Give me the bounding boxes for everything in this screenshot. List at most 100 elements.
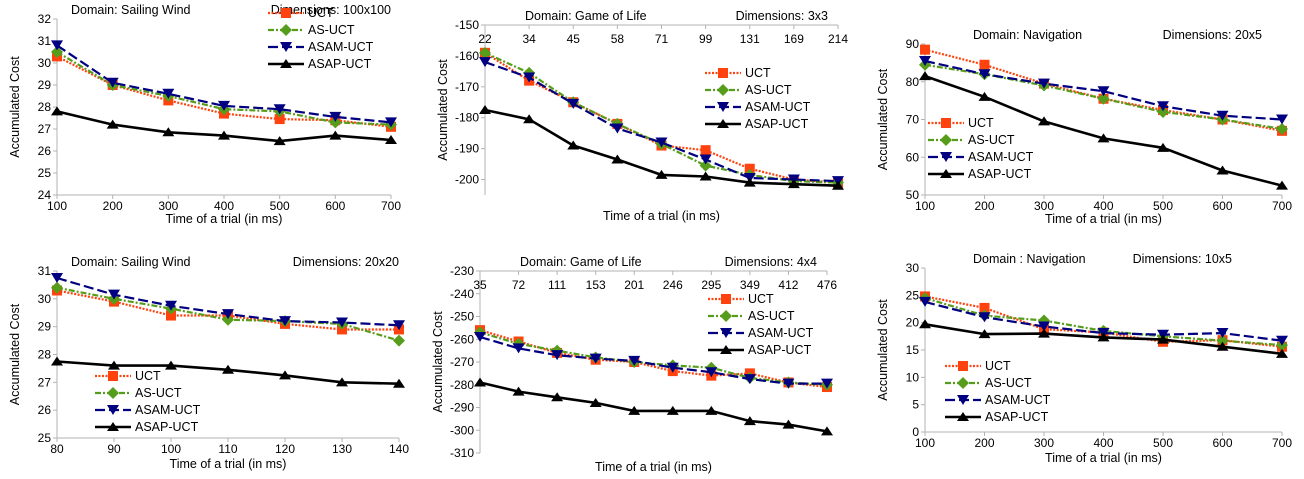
data-point-asap-uct (832, 180, 844, 190)
legend-marker (107, 387, 119, 399)
y-tick-label: -300 (450, 423, 474, 437)
data-point-asap-uct (1038, 328, 1050, 338)
x-tick-label: 200 (103, 199, 123, 213)
data-point-asam-uct (512, 343, 525, 354)
y-tick-label: 28 (38, 100, 52, 114)
data-point-as-uct (1276, 122, 1288, 135)
x-tick-label: 700 (1272, 199, 1292, 213)
data-point-asap-uct (474, 377, 486, 387)
legend: UCT AS-UCT ASAM-UCT ASAP-UCT (928, 116, 1034, 181)
data-point-asap-uct (1276, 348, 1288, 358)
legend-label: UCT (968, 116, 994, 130)
y-tick-label: 24 (38, 188, 52, 202)
x-tick-label: 100 (915, 199, 935, 213)
x-tick-label: 400 (1093, 199, 1113, 213)
x-tick-label: 500 (1153, 199, 1173, 213)
x-axis-label: Time of a trial (in ms) (170, 457, 287, 471)
data-point-asap-uct (51, 356, 63, 366)
y-tick-label: 31 (38, 264, 52, 278)
data-point-asap-uct (385, 135, 397, 144)
legend-marker (107, 422, 119, 431)
data-point-asap-uct (743, 177, 756, 187)
x-tick-label: 214 (828, 32, 848, 46)
data-point-asam-uct (336, 317, 348, 328)
x-tick-label: 100 (161, 442, 181, 456)
legend-label: ASAM-UCT (985, 393, 1051, 407)
y-tick-label: -160 (455, 49, 479, 63)
data-point-uct (700, 145, 711, 156)
legend-marker (280, 42, 292, 52)
legend-label: ASAM-UCT (135, 403, 201, 417)
legend-label: ASAP-UCT (748, 343, 812, 357)
x-tick-label: 71 (655, 32, 669, 46)
data-point-asam-uct (1038, 78, 1050, 89)
y-tick-label: 25 (38, 166, 52, 180)
data-point-as-uct (1216, 334, 1229, 347)
legend-marker (717, 102, 729, 112)
dimensions-label: Dimensions: 4x4 (725, 255, 817, 269)
x-tick-label: 476 (817, 278, 837, 292)
legend: UCT AS-UCT ASAM-UCT ASAP-UCT (95, 369, 201, 434)
data-point-asap-uct (1097, 332, 1110, 342)
data-point-asam-uct (705, 367, 718, 378)
dimensions-label: Dimensions: 3x3 (736, 9, 828, 23)
y-axis-label: Accumulated Cost (8, 303, 22, 405)
data-point-asap-uct (551, 392, 564, 402)
legend-label: ASAM-UCT (748, 326, 814, 340)
legend-marker (957, 377, 969, 389)
data-point-asap-uct (821, 426, 833, 436)
x-tick-label: 169 (784, 32, 804, 46)
data-point-as-uct (1157, 105, 1169, 118)
chart-6: 0 5 10 15 20 25 30 100 200 300 400 500 600 700 Domain … (876, 252, 1292, 465)
data-point-asam-uct (1097, 86, 1110, 97)
y-axis-label: Accumulated Cost (8, 56, 22, 158)
legend-marker (940, 134, 952, 146)
x-tick-label: 300 (158, 199, 178, 213)
dimensions-label: Dimensions: 20x5 (1163, 28, 1262, 42)
data-point-asam-uct (393, 320, 405, 331)
data-point-asap-uct (1157, 334, 1169, 344)
legend-label: ASAM-UCT (745, 100, 811, 114)
data-point-asam-uct (329, 111, 342, 122)
data-point-uct (744, 163, 755, 174)
y-tick-label: -250 (450, 310, 474, 324)
data-point-uct (979, 302, 990, 313)
data-point-asam-uct (567, 98, 580, 109)
data-point-asap-uct (336, 377, 348, 387)
data-point-asam-uct (978, 69, 991, 80)
domain-label: Domain: Game of Life (525, 9, 647, 23)
data-point-asam-uct (279, 316, 291, 327)
data-point-asam-uct (1276, 335, 1288, 346)
x-tick-label: 246 (663, 278, 683, 292)
legend-marker (717, 84, 729, 96)
y-tick-label: -310 (450, 446, 474, 460)
data-point-asam-uct (655, 137, 668, 148)
y-tick-label: -180 (455, 111, 479, 125)
data-point-asap-uct (743, 416, 756, 426)
y-tick-label: 32 (38, 12, 52, 26)
x-tick-label: 140 (389, 442, 409, 456)
y-tick-label: 31 (38, 34, 52, 48)
y-tick-label: 5 (912, 398, 919, 412)
y-tick-label: 25 (38, 431, 52, 445)
data-point-asap-uct (705, 405, 718, 415)
data-point-asap-uct (218, 130, 230, 140)
data-point-asam-uct (106, 77, 119, 88)
data-point-asap-uct (162, 127, 175, 137)
legend-label: ASAP-UCT (985, 410, 1049, 424)
x-tick-label: 120 (275, 442, 295, 456)
y-axis-label: Accumulated Cost (431, 311, 445, 413)
y-tick-label: -280 (450, 378, 474, 392)
data-point-uct (979, 59, 990, 70)
x-tick-label: 200 (974, 436, 994, 450)
legend-label: ASAM-UCT (308, 40, 374, 54)
chart-2: -150 -160 -170 -180 -190 -200 22 34 45 58 71 99 131 1… (436, 9, 848, 223)
data-point-as-uct (222, 313, 234, 326)
data-point-asam-uct (1276, 114, 1288, 125)
y-tick-label: -260 (450, 332, 474, 346)
data-point-asam-uct (1038, 321, 1050, 332)
y-axis-label: Accumulated Cost (876, 299, 890, 401)
data-point-asap-uct (1157, 142, 1169, 152)
legend-marker (718, 68, 728, 78)
data-point-asap-uct (978, 91, 991, 101)
